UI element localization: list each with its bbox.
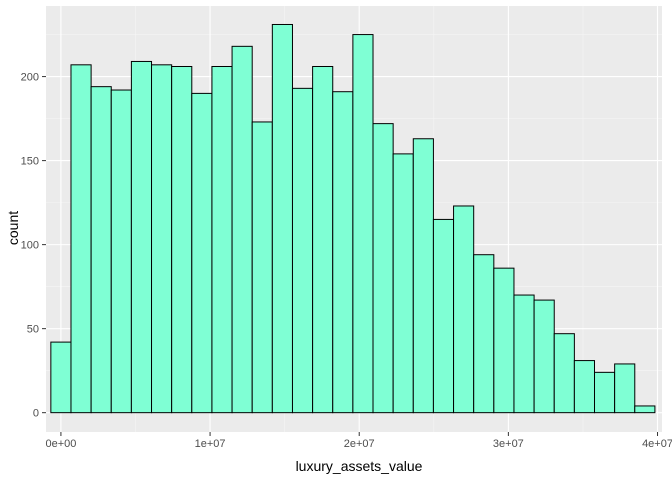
histogram-bars [50,23,656,414]
histogram-bar [332,91,354,414]
histogram-bar [231,45,253,414]
x-axis-ticks: 0e+00 1e+07 2e+07 3e+07 4e+07 [45,432,672,450]
y-tick-label: 200 [21,72,39,84]
histogram-bar [211,65,233,414]
histogram-bar [151,64,173,414]
histogram-bar [634,405,656,414]
histogram-bar [412,138,434,414]
x-tick-label: 1e+07 [195,438,226,450]
histogram-bar [594,371,616,414]
histogram-bar [453,205,475,414]
y-tick-label: 50 [27,324,39,336]
histogram-bar [513,294,535,414]
histogram-bar [614,363,636,414]
histogram-bar [392,153,414,414]
y-axis-ticks: 0 50 100 150 200 [21,72,46,420]
histogram-bar [372,123,394,414]
histogram-bar [352,34,374,414]
histogram-bar [473,254,495,414]
y-tick-label: 100 [21,240,39,252]
y-tick-label: 150 [21,156,39,168]
histogram-bar [553,333,575,414]
histogram-bar [493,267,515,414]
histogram-bar [573,360,596,414]
histogram-bar [291,87,314,414]
y-axis-title: count [5,211,21,245]
histogram-bar [533,299,555,414]
x-tick-label: 3e+07 [493,438,524,450]
histogram-bar [251,121,273,414]
histogram-bar [90,86,112,414]
histogram-bar [191,92,213,414]
histogram-bar [271,23,293,414]
x-tick-label: 4e+07 [642,438,672,450]
y-tick-label: 0 [33,408,39,420]
x-axis-title: luxury_assets_value [296,458,423,474]
histogram-bar [50,341,72,414]
x-tick-label: 0e+00 [45,438,76,450]
histogram-bar [171,65,193,414]
histogram-bar [432,218,455,414]
histogram-bar [312,65,334,414]
histogram-bar [70,64,92,414]
histogram-bar [130,60,153,414]
x-tick-label: 2e+07 [344,438,375,450]
histogram-bar [110,89,132,414]
